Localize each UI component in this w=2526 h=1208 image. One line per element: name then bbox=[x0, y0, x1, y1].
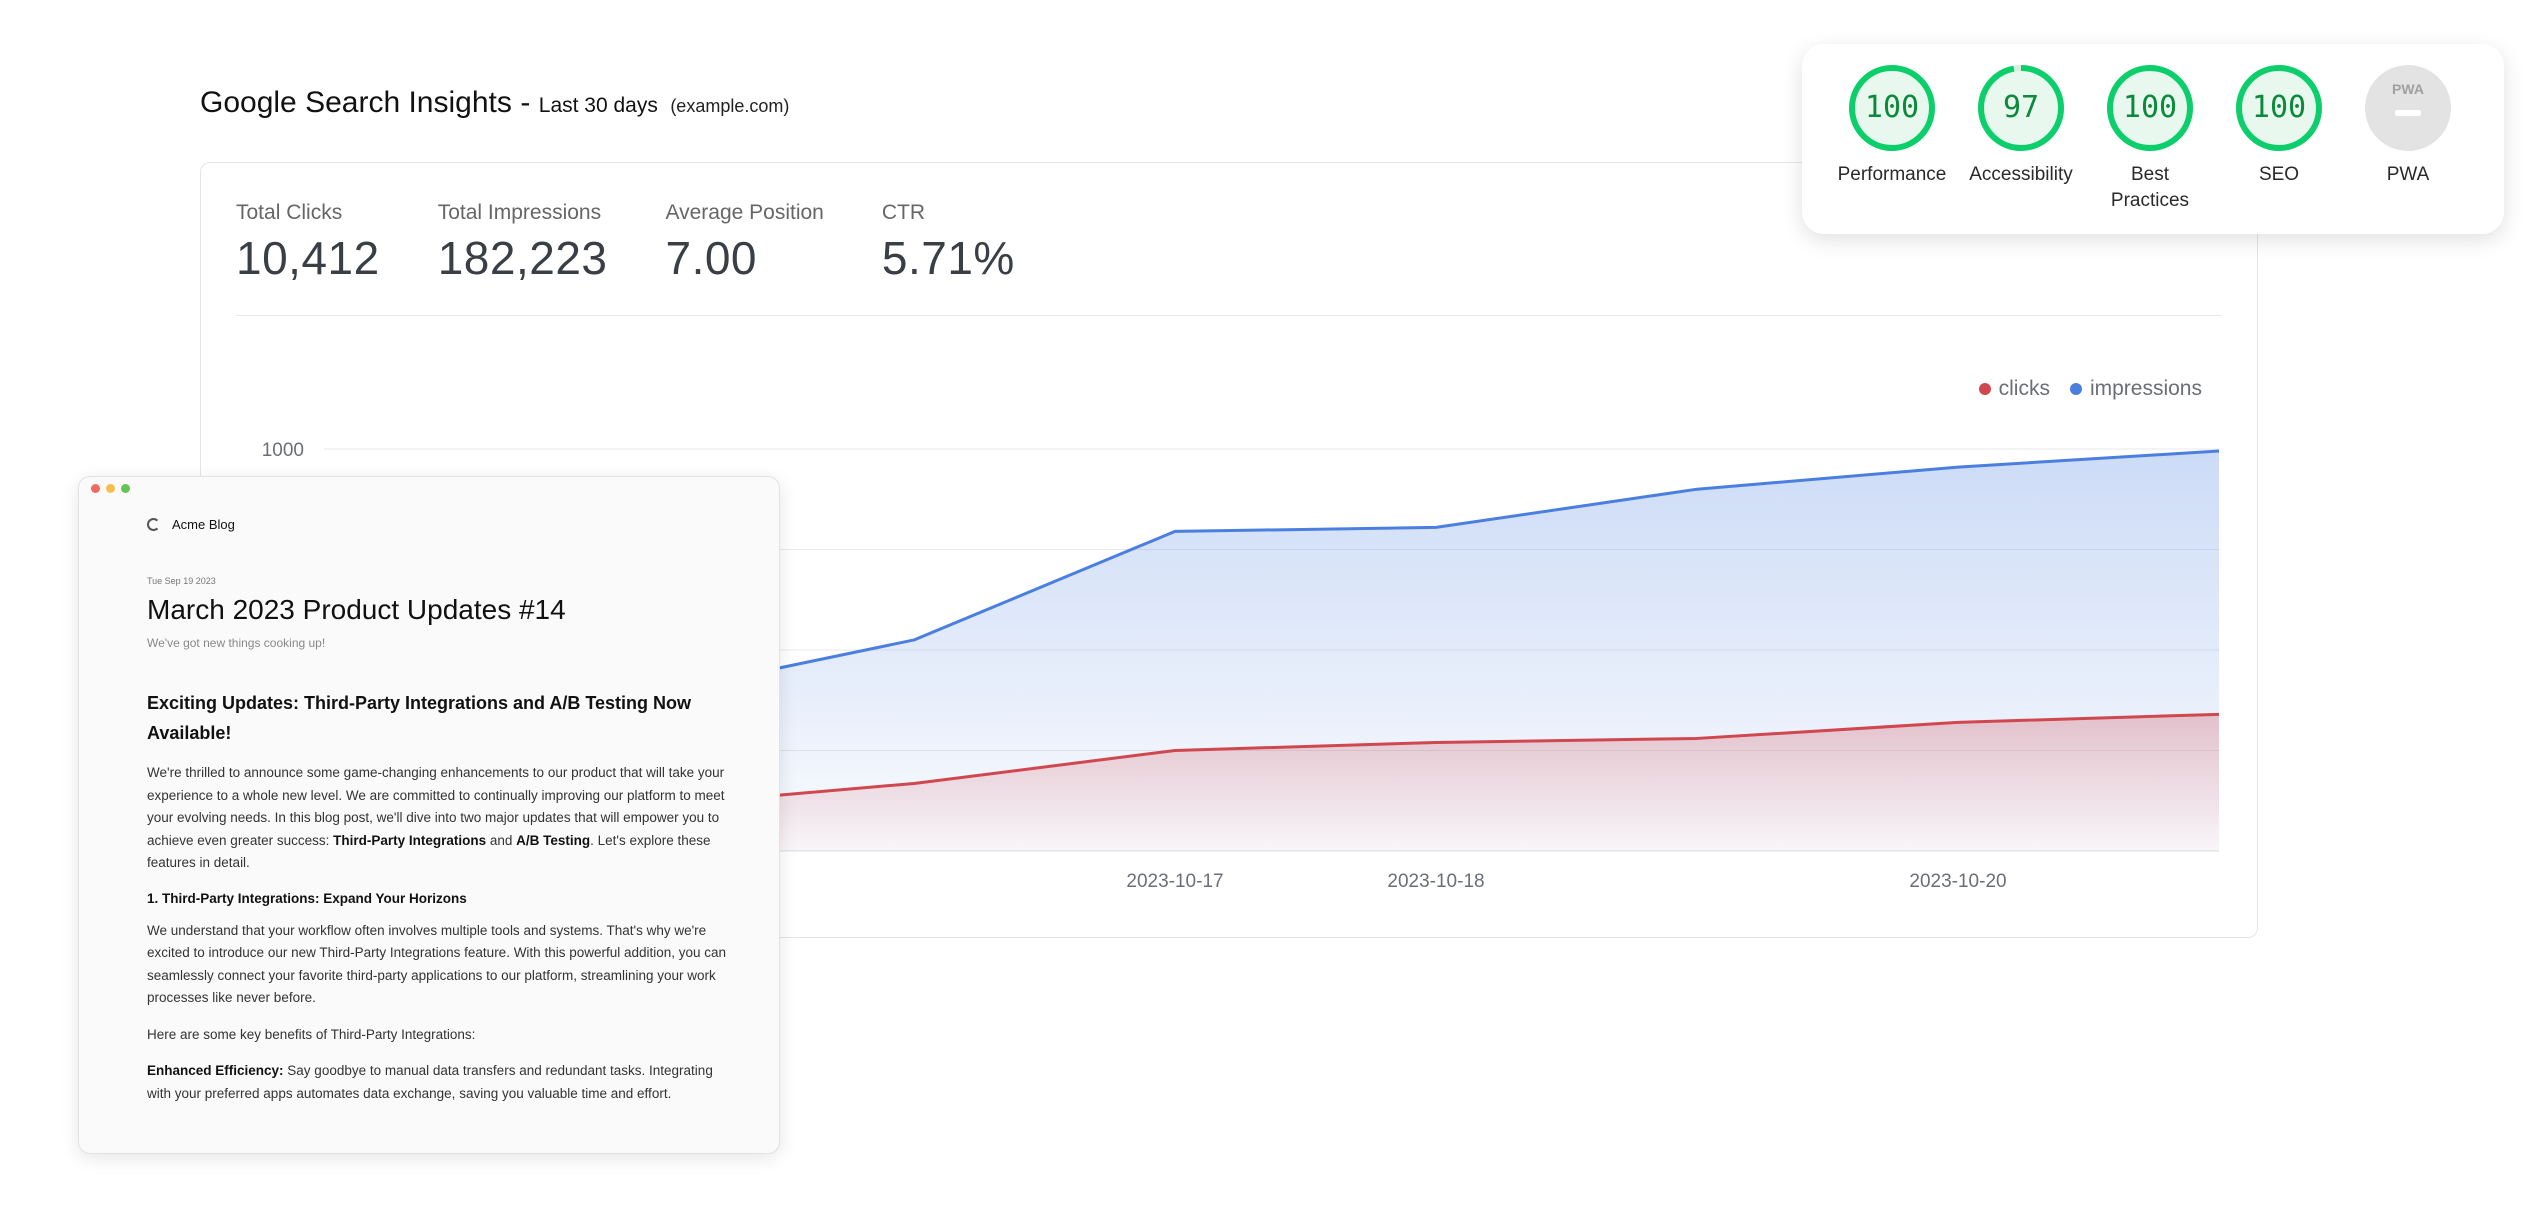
legend-dot-clicks bbox=[1978, 383, 1991, 395]
score-ring: 100 bbox=[2107, 65, 2193, 151]
chart-legend: clicks impressions bbox=[1959, 377, 2202, 401]
impressions-line[interactable] bbox=[652, 449, 2220, 696]
blog-preview-window: Acme Blog Tue Sep 19 2023 March 2023 Pro… bbox=[78, 476, 780, 1154]
stats-row: Total Clicks 10,412 Total Impressions 18… bbox=[236, 201, 1073, 285]
blog-brand[interactable]: Acme Blog bbox=[147, 517, 727, 532]
pwa-icon: PWA bbox=[2365, 65, 2451, 151]
gauge-label: PWA bbox=[2386, 164, 2430, 185]
stat-label: Total Clicks bbox=[236, 201, 343, 224]
post-paragraph: We're thrilled to announce some game-cha… bbox=[147, 762, 727, 875]
window-titlebar bbox=[79, 477, 779, 499]
stat-value: 10,412 bbox=[236, 232, 380, 284]
page-title: Google Search Insights bbox=[200, 86, 512, 119]
search-chart: 1000 2023-10-17 2023-10-18 2023-10-20 bbox=[262, 440, 2220, 892]
score-ring: 100 bbox=[1849, 65, 1935, 151]
stat-label: Total Impressions bbox=[437, 201, 602, 224]
score-ring: 97 bbox=[1978, 65, 2064, 151]
stat-value: 7.00 bbox=[665, 232, 758, 284]
gauge-label: Best Practices bbox=[2085, 162, 2215, 214]
date-range: Last 30 days bbox=[538, 94, 658, 117]
section-heading: 1. Third-Party Integrations: Expand Your… bbox=[147, 890, 467, 906]
stat-value: 182,223 bbox=[437, 232, 608, 284]
score-ring: 100 bbox=[2236, 65, 2322, 151]
bold-text: A/B Testing bbox=[516, 832, 591, 848]
stat-label: Average Position bbox=[665, 201, 824, 224]
legend-label-impressions: impressions bbox=[2089, 377, 2202, 400]
blog-article: Acme Blog Tue Sep 19 2023 March 2023 Pro… bbox=[147, 499, 727, 1105]
stats-divider bbox=[236, 315, 2222, 316]
gauge-best-practices[interactable]: 100 Best Practices bbox=[2085, 64, 2215, 214]
gauge-accessibility[interactable]: 97 Accessibility bbox=[1956, 64, 2086, 188]
gauge-label-line: Practices bbox=[2110, 190, 2190, 211]
legend-item-clicks[interactable]: clicks bbox=[1978, 377, 2050, 401]
gauge-performance[interactable]: 100 Performance bbox=[1827, 64, 1957, 188]
window-close-button[interactable] bbox=[91, 483, 100, 493]
window-minimize-button[interactable] bbox=[106, 483, 115, 493]
legend-item-impressions[interactable]: impressions bbox=[2069, 377, 2202, 401]
score-value: 100 bbox=[2123, 90, 2177, 125]
gauge-label: Accessibility bbox=[1969, 164, 2073, 185]
window-maximize-button[interactable] bbox=[121, 483, 130, 493]
stat-label: CTR bbox=[881, 201, 926, 224]
clicks-area bbox=[653, 714, 2219, 851]
gauge-seo[interactable]: 100 SEO bbox=[2214, 64, 2344, 188]
post-date: Tue Sep 19 2023 bbox=[147, 576, 216, 586]
gauge-pwa[interactable]: PWA PWA bbox=[2343, 64, 2473, 188]
bold-text: Third-Party Integrations bbox=[333, 832, 487, 848]
post-title: March 2023 Product Updates #14 bbox=[147, 594, 566, 625]
text-run: We're thrilled to announce some game-cha… bbox=[147, 765, 725, 848]
post-heading: Exciting Updates: Third-Party Integratio… bbox=[147, 693, 692, 743]
score-value: 97 bbox=[2003, 90, 2039, 125]
x-tick-label: 2023-10-18 bbox=[1387, 871, 1484, 892]
legend-dot-impressions bbox=[2069, 383, 2082, 395]
page-header: Google Search Insights - Last 30 days (e… bbox=[200, 86, 789, 120]
lighthouse-panel: 100 Performance 97 Accessibility 100 Bes… bbox=[1802, 44, 2504, 234]
post-paragraph: Here are some key benefits of Third-Part… bbox=[147, 1026, 476, 1042]
gauge-label: Performance bbox=[1837, 164, 1947, 185]
site-domain: (example.com) bbox=[670, 96, 790, 116]
stat-total-clicks: Total Clicks 10,412 bbox=[236, 201, 380, 285]
text-run: and bbox=[486, 832, 517, 848]
score-value: 100 bbox=[2252, 90, 2306, 125]
text-run: . Let's explore these features in detail… bbox=[147, 832, 711, 871]
clicks-line[interactable] bbox=[652, 712, 2220, 808]
stat-average-position: Average Position 7.00 bbox=[665, 201, 823, 285]
post-paragraph: Enhanced Efficiency: Say goodbye to manu… bbox=[147, 1060, 727, 1105]
gauge-label-line: Best bbox=[2130, 164, 2170, 185]
title-separator: - bbox=[520, 86, 531, 119]
score-value: 100 bbox=[1865, 90, 1919, 125]
y-tick-label: 1000 bbox=[262, 440, 304, 461]
post-subtitle: We've got new things cooking up! bbox=[147, 636, 326, 650]
post-paragraph: We understand that your workflow often i… bbox=[147, 922, 727, 1006]
stat-ctr: CTR 5.71% bbox=[882, 201, 1015, 285]
x-tick-label: 2023-10-17 bbox=[1126, 871, 1223, 892]
blog-brand-name: Acme Blog bbox=[172, 517, 235, 532]
stat-total-impressions: Total Impressions 182,223 bbox=[438, 201, 608, 285]
legend-label-clicks: clicks bbox=[1998, 377, 2050, 400]
bold-text: Enhanced Efficiency: bbox=[147, 1063, 284, 1078]
x-tick-label: 2023-10-20 bbox=[1909, 871, 2006, 892]
acme-logo-icon bbox=[147, 518, 160, 531]
gauge-label: SEO bbox=[2258, 164, 2300, 185]
pwa-badge-text: PWA bbox=[2392, 81, 2424, 97]
text-run: Say goodbye to manual data transfers and… bbox=[147, 1063, 713, 1101]
stat-value: 5.71% bbox=[881, 232, 1015, 284]
